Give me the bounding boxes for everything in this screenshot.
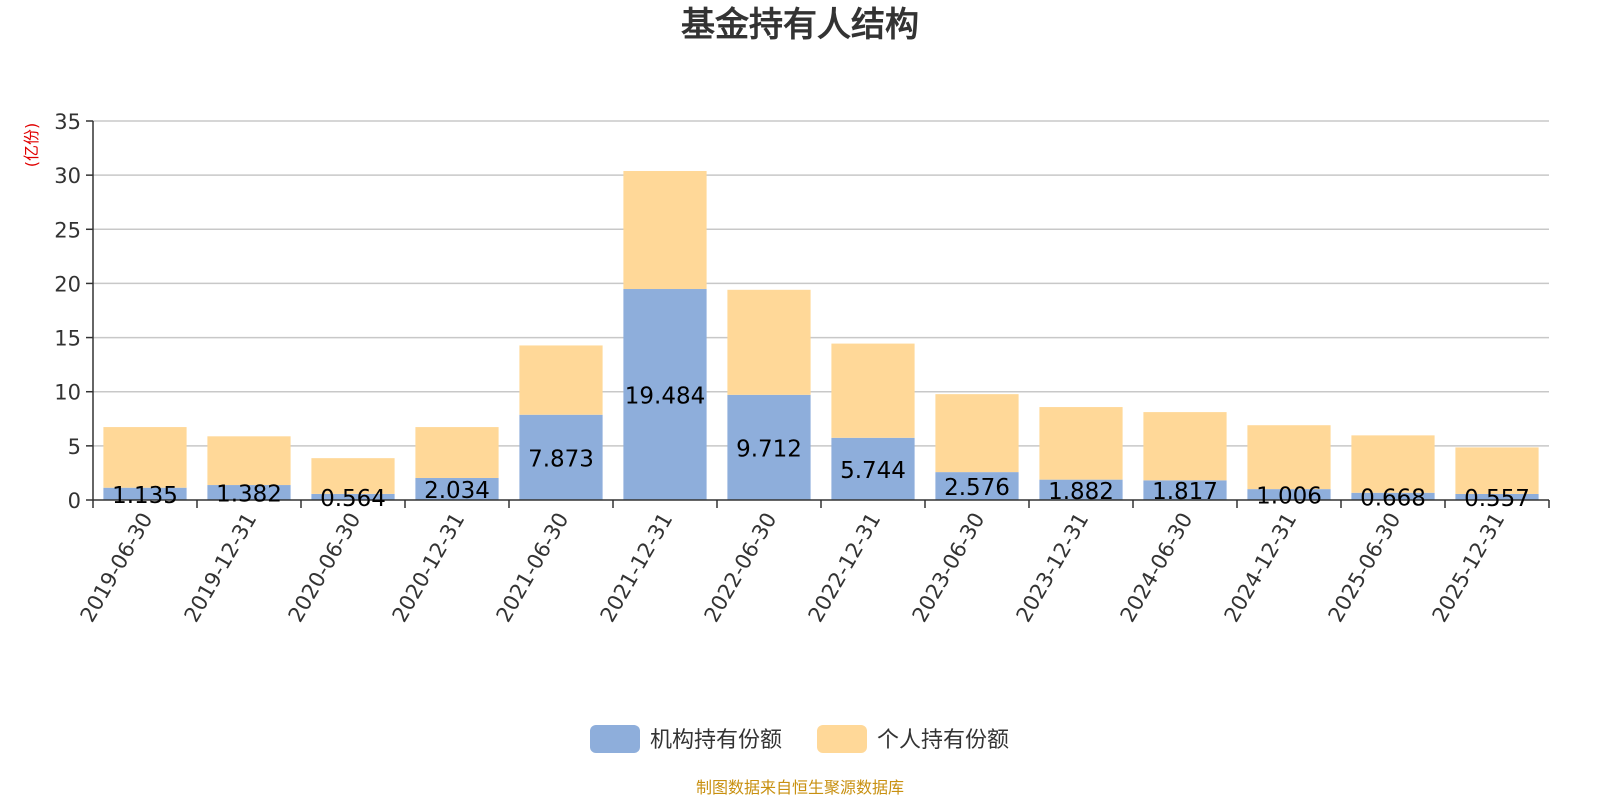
legend: 机构持有份额 个人持有份额 (590, 725, 1009, 753)
x-tick-label: 2021-12-31 (596, 509, 678, 627)
x-tick-label: 2025-12-31 (1428, 509, 1510, 627)
bar-institutional (311, 493, 395, 500)
data-labels: 1.135 1.382 0.564 2.034 7.873 19.484 9.712 5.74… (112, 384, 1530, 512)
data-label: 5.744 (840, 458, 906, 484)
y-tick-label: 20 (54, 272, 81, 296)
data-label: 7.873 (528, 446, 594, 472)
x-tick-label: 2024-12-31 (1220, 509, 1302, 627)
bar-individual (935, 394, 1019, 473)
bar-institutional (623, 289, 707, 500)
data-label: 1.135 (112, 483, 178, 509)
legend-swatch (590, 725, 640, 753)
x-tick-label: 2024-06-30 (1116, 509, 1198, 627)
x-tick-label: 2019-12-31 (180, 509, 262, 627)
y-tick-label: 5 (68, 435, 81, 459)
bar-institutional (1247, 489, 1331, 500)
bar-individual (1351, 435, 1435, 493)
bar-individual (311, 458, 395, 494)
chart-title: 基金持有人结构 (681, 5, 919, 45)
x-tick-label: 2023-06-30 (908, 509, 990, 627)
y-tick-label: 35 (54, 110, 81, 134)
x-tick-label: 2022-12-31 (804, 509, 886, 627)
data-label: 2.034 (424, 478, 490, 504)
bar-individual (1247, 425, 1331, 490)
y-tick-label: 0 (68, 489, 81, 513)
y-tick-label: 10 (54, 381, 81, 405)
y-unit-label: (亿份) (22, 123, 41, 168)
bar-individual (623, 170, 707, 290)
legend-label: 机构持有份额 (650, 728, 782, 753)
x-tick-label: 2019-06-30 (76, 509, 158, 627)
bars (103, 170, 1539, 500)
bar-individual (831, 343, 915, 438)
bar-institutional (207, 485, 291, 500)
gridlines (93, 120, 1549, 447)
x-tick-label: 2021-06-30 (492, 509, 574, 627)
bar-institutional (103, 487, 187, 500)
x-tick-label: 2022-06-30 (700, 509, 782, 627)
bar-institutional (1455, 493, 1539, 500)
bar-institutional (727, 394, 811, 500)
data-label: 1.382 (216, 482, 282, 508)
x-tick-label: 2020-12-31 (388, 509, 470, 627)
x-tick-label: 2020-06-30 (284, 509, 366, 627)
bar-individual (727, 289, 811, 395)
data-label: 0.557 (1464, 486, 1530, 512)
y-tick-label: 25 (54, 218, 81, 242)
data-label: 0.668 (1360, 485, 1426, 511)
legend-label: 个人持有份额 (877, 728, 1009, 753)
data-label: 9.712 (736, 436, 802, 462)
data-label: 1.006 (1256, 484, 1322, 510)
bar-individual (1455, 447, 1539, 494)
x-tick-label: 2023-12-31 (1012, 509, 1094, 627)
bar-individual (207, 436, 291, 486)
bar-individual (519, 345, 603, 415)
data-label: 1.817 (1152, 479, 1218, 505)
bar-institutional (1039, 479, 1123, 500)
bar-institutional (415, 477, 499, 500)
data-label: 0.564 (320, 486, 386, 512)
data-label: 19.484 (625, 384, 705, 410)
bar-institutional (935, 472, 1019, 500)
bar-institutional (519, 414, 603, 500)
legend-swatch (817, 725, 867, 753)
bar-individual (415, 427, 499, 478)
source-note: 制图数据来自恒生聚源数据库 (696, 778, 904, 797)
y-tick-label: 30 (54, 164, 81, 188)
bar-institutional (831, 437, 915, 500)
bar-institutional (1143, 480, 1227, 500)
bar-institutional (1351, 492, 1435, 500)
bar-individual (1039, 407, 1123, 480)
data-label: 1.882 (1048, 479, 1114, 505)
x-tick-label: 2025-06-30 (1324, 509, 1406, 627)
y-tick-label: 15 (54, 327, 81, 351)
data-label: 2.576 (944, 475, 1010, 501)
bar-individual (1143, 412, 1227, 481)
bar-individual (103, 427, 187, 488)
